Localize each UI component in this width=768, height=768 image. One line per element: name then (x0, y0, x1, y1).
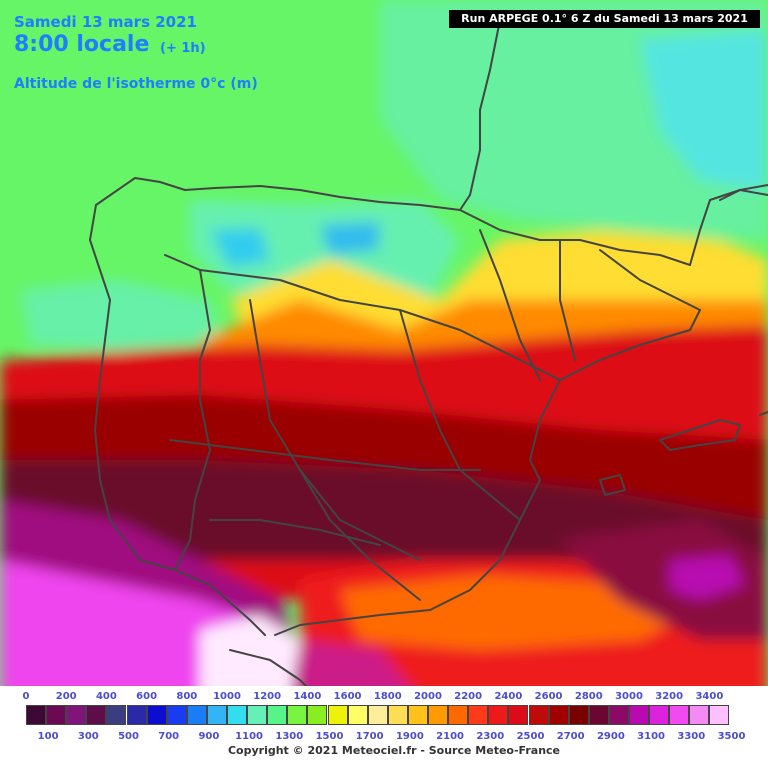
legend-swatch (146, 705, 167, 725)
legend-top-label: 3000 (615, 691, 643, 702)
legend-bottom-label: 2900 (596, 731, 625, 742)
legend-bottom-label: 2700 (556, 731, 585, 742)
legend-swatch (166, 705, 187, 725)
legend-swatch (629, 705, 649, 725)
legend-top-label: 400 (95, 691, 117, 702)
legend-swatch (428, 705, 448, 725)
legend-top-label: 2400 (494, 691, 523, 702)
field-mint-nw (20, 280, 220, 350)
legend-top-label: 2800 (574, 691, 603, 702)
legend-bottom-label: 500 (118, 731, 139, 742)
legend-swatch (608, 705, 629, 725)
field-white-gibraltar (200, 615, 300, 700)
legend-swatch (488, 705, 509, 725)
date-label: Samedi 13 mars 2021 (14, 13, 197, 31)
legend-swatch (186, 705, 207, 725)
legend-swatch (26, 705, 46, 725)
legend-swatch (407, 705, 428, 725)
legend-swatch (649, 705, 670, 725)
legend-bottom-label: 1100 (235, 731, 264, 742)
legend-top-label: 2000 (414, 691, 442, 702)
field-cyan-north-spain-2 (320, 222, 380, 255)
legend-swatch (548, 705, 569, 725)
legend-swatch (689, 705, 710, 725)
legend-swatch (588, 705, 609, 725)
legend-swatch (448, 705, 469, 725)
legend-swatch (327, 705, 348, 725)
legend-swatch (528, 705, 549, 725)
legend-swatch (387, 705, 408, 725)
legend-swatch (247, 705, 268, 725)
legend-top-label: 1200 (253, 691, 282, 702)
legend-top-label: 1400 (293, 691, 322, 702)
legend-bottom-label: 3300 (677, 731, 706, 742)
field-mint-north-spain (190, 200, 460, 300)
legend-bottom-label: 100 (37, 731, 59, 742)
legend-swatch (227, 705, 247, 725)
legend-top-label: 3400 (695, 691, 724, 702)
legend-top-label: 2200 (454, 691, 483, 702)
legend-swatch (206, 705, 227, 725)
legend-top-label: 1000 (213, 691, 241, 702)
legend-swatch (106, 705, 127, 725)
legend-bottom-label: 2500 (516, 731, 545, 742)
borders (89, 19, 768, 701)
copyright: Copyright © 2021 Meteociel.fr - Source M… (227, 744, 561, 757)
field-magenta-se (560, 520, 768, 640)
legend-top-label: 800 (176, 691, 198, 702)
color-legend: 0 200 400 600 800 1000 1200 1400 1600 1800 2000 220… (0, 686, 768, 768)
legend-swatch (508, 705, 529, 725)
field-orange-sea (340, 575, 700, 650)
legend-swatch (66, 705, 87, 725)
legend-swatch (287, 705, 308, 725)
legend-bottom-label: 1700 (355, 731, 384, 742)
legend-swatch (367, 705, 388, 725)
legend-bottom-label: 1300 (275, 731, 304, 742)
legend-top-label: 3200 (655, 691, 684, 702)
legend-swatch (709, 705, 730, 725)
legend-top-label: 600 (136, 691, 158, 702)
legend-bottom-label: 2300 (476, 731, 505, 742)
legend-swatch (307, 705, 328, 725)
run-label: Run ARPEGE 0.1° 6 Z du Samedi 13 mars 20… (449, 10, 760, 28)
legend-bottom-label: 1900 (395, 731, 424, 742)
time-label: 8:00 locale (14, 32, 150, 57)
legend-swatch (568, 705, 589, 725)
field-cyan-north (640, 30, 768, 190)
legend-swatch (267, 705, 288, 725)
legend-swatch (347, 705, 368, 725)
legend-swatch (86, 705, 107, 725)
legend-swatch (468, 705, 489, 725)
legend-swatch (46, 705, 67, 725)
field-cyan-north-spain (210, 228, 270, 268)
legend-swatch (669, 705, 690, 725)
legend-top-label: 1600 (333, 691, 362, 702)
field-purple-spot (670, 555, 745, 600)
field-magenta-east-coast (300, 640, 420, 700)
legend-top-label: 1800 (373, 691, 402, 702)
legend-bottom-label: 1500 (315, 731, 344, 742)
legend-top-label: 200 (55, 691, 77, 702)
legend-bottom-label: 3100 (637, 731, 666, 742)
legend-bottom-label: 300 (77, 731, 99, 742)
legend-bottom-label: 3500 (717, 731, 746, 742)
offset-label: (+ 1h) (160, 41, 206, 56)
legend-bottom-label: 700 (158, 731, 180, 742)
legend-swatch (126, 705, 147, 725)
legend-bottom-label: 900 (198, 731, 220, 742)
legend-bottom-label: 2100 (436, 731, 465, 742)
legend-top-label: 0 (22, 691, 30, 702)
legend-top-label: 2600 (534, 691, 563, 702)
parameter-label: Altitude de l'isotherme 0°c (m) (14, 76, 258, 92)
